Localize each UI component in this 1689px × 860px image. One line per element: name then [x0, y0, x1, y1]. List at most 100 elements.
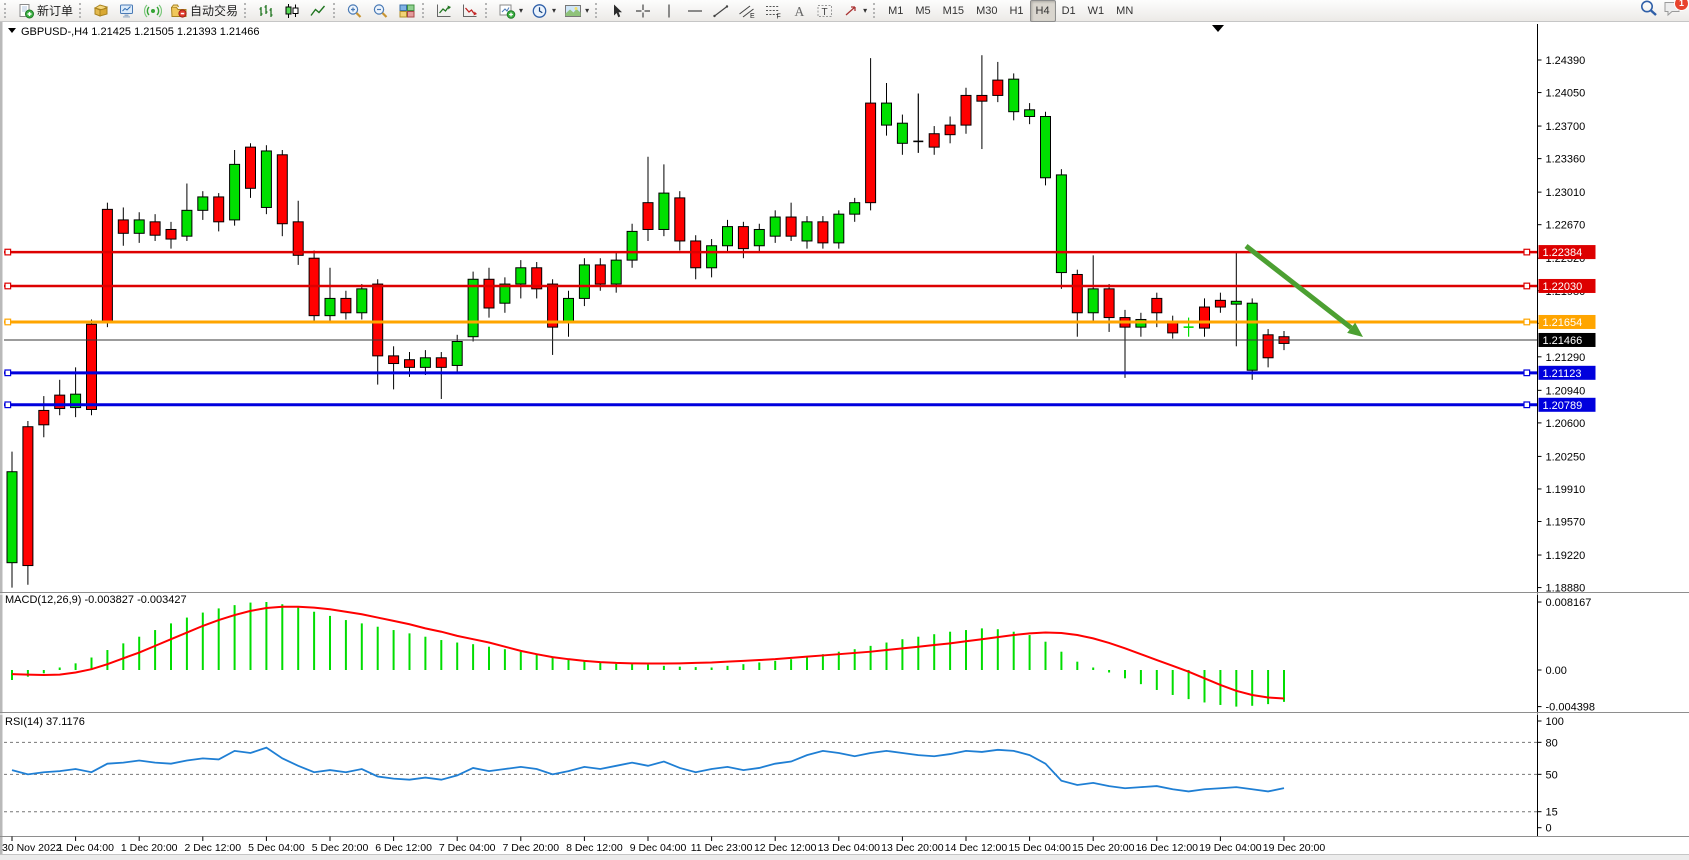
crosshair-button[interactable]: [630, 0, 656, 22]
tf-h1[interactable]: H1: [1003, 0, 1029, 22]
monitor-icon: [118, 3, 136, 19]
tf-m1[interactable]: M1: [882, 0, 909, 22]
dropdown-caret-icon[interactable]: ▾: [585, 6, 590, 15]
tf-m30[interactable]: M30: [970, 0, 1003, 22]
label-button[interactable]: T: [812, 0, 838, 22]
tile-windows-button[interactable]: [394, 0, 420, 22]
trend-arrow[interactable]: [1244, 244, 1363, 337]
period-button[interactable]: ▾: [527, 0, 560, 22]
vertical-line-button[interactable]: [656, 0, 682, 22]
chart-forward-button[interactable]: [431, 0, 457, 22]
shapes-button[interactable]: ▾: [838, 0, 871, 22]
toolbar-group-panels: 自动交易: [88, 0, 242, 22]
tile-icon: [398, 3, 416, 19]
price-line-1.22384[interactable]: [4, 248, 1538, 256]
shift-marker-icon[interactable]: [1212, 25, 1224, 32]
svg-text:1.23010: 1.23010: [1546, 187, 1586, 199]
price-line-1.20789[interactable]: [4, 401, 1538, 409]
svg-text:15 Dec 20:00: 15 Dec 20:00: [1072, 842, 1135, 854]
auto-trading-button[interactable]: 自动交易: [166, 0, 242, 22]
price-line-1.21654[interactable]: [4, 318, 1538, 326]
cursor-icon: [608, 3, 626, 19]
svg-text:1.23360: 1.23360: [1546, 154, 1586, 166]
svg-text:T: T: [822, 7, 828, 18]
toolbar-grip: [79, 3, 85, 18]
tf-mn[interactable]: MN: [1110, 0, 1139, 22]
tf-d1-label: D1: [1061, 4, 1076, 17]
line-handle[interactable]: [4, 248, 12, 256]
signal-icon: [144, 3, 163, 19]
channel-icon: E: [738, 3, 756, 19]
macd-indicator: 0.008167 0.00 -0.004398: [11, 597, 1595, 714]
svg-text:7 Dec 04:00: 7 Dec 04:00: [439, 842, 496, 854]
svg-text:1.19570: 1.19570: [1546, 517, 1586, 529]
text-button[interactable]: A: [786, 0, 812, 22]
svg-text:1.24390: 1.24390: [1546, 55, 1586, 67]
svg-text:1.22030: 1.22030: [1543, 281, 1583, 293]
notifications-button[interactable]: 1: [1663, 0, 1689, 22]
rsi-label: RSI(14) 37.1176: [5, 716, 85, 728]
chart-menu-icon[interactable]: [8, 28, 16, 33]
new-chart-button[interactable]: ▾: [494, 0, 527, 22]
tf-m15[interactable]: M15: [937, 0, 970, 22]
market-watch-button[interactable]: [88, 0, 114, 22]
svg-text:1.20250: 1.20250: [1546, 451, 1586, 463]
signals-button[interactable]: [140, 0, 166, 22]
line-handle[interactable]: [1523, 401, 1531, 409]
svg-text:1.21466: 1.21466: [1543, 335, 1583, 347]
toolbar-group-zoom: [342, 0, 420, 22]
line-handle[interactable]: [1523, 248, 1531, 256]
tf-h1-label: H1: [1009, 4, 1024, 17]
chart-back-button[interactable]: [457, 0, 483, 22]
template-button[interactable]: ▾: [560, 0, 593, 22]
price-line-1.21123[interactable]: [4, 369, 1538, 377]
line-handle[interactable]: [1523, 318, 1531, 326]
search-button[interactable]: [1639, 0, 1659, 22]
toolbar-grip: [422, 3, 428, 18]
price-line-axis-label: [1538, 314, 1596, 329]
channel-button[interactable]: E: [734, 0, 760, 22]
toolbar-group-arrange: [431, 0, 483, 22]
price-line-1.22030[interactable]: [4, 282, 1538, 290]
fibonacci-button[interactable]: F: [760, 0, 786, 22]
line-handle[interactable]: [4, 369, 12, 377]
svg-text:11 Dec 23:00: 11 Dec 23:00: [691, 842, 753, 854]
horizontal-line-button[interactable]: [682, 0, 708, 22]
zoom-out-button[interactable]: [368, 0, 394, 22]
new-order-button[interactable]: 新订单: [13, 0, 77, 22]
tf-m5[interactable]: M5: [909, 0, 936, 22]
line-handle[interactable]: [1523, 369, 1531, 377]
svg-text:1.21123: 1.21123: [1543, 368, 1582, 380]
line-chart-icon: [309, 3, 327, 19]
rsi-indicator: 100 80 50 15 0: [4, 716, 1564, 835]
toolbar-grip: [333, 3, 339, 18]
price-axis[interactable]: 1.24390 1.24050 1.23700 1.23360 1.23010 1.226…: [1537, 24, 1596, 836]
trendline-button[interactable]: [708, 0, 734, 22]
svg-text:F: F: [777, 13, 781, 19]
svg-text:15: 15: [1546, 807, 1558, 819]
vline-icon: [660, 3, 678, 19]
tf-d1[interactable]: D1: [1056, 0, 1082, 22]
line-handle[interactable]: [1523, 282, 1531, 290]
toolbar-group-line-studies: E F A T ▾: [604, 0, 871, 22]
tf-h4[interactable]: H4: [1029, 0, 1056, 22]
data-window-button[interactable]: [114, 0, 140, 22]
cursor-button[interactable]: [604, 0, 630, 22]
dropdown-caret-icon[interactable]: ▾: [519, 6, 524, 15]
toolbar-grip: [244, 3, 250, 18]
line-handle[interactable]: [4, 401, 12, 409]
price-line-axis-label: [1538, 397, 1596, 412]
dropdown-caret-icon[interactable]: ▾: [552, 6, 557, 15]
line-handle[interactable]: [4, 282, 12, 290]
zoom-in-button[interactable]: [342, 0, 368, 22]
bar-chart-button[interactable]: [253, 0, 279, 22]
svg-text:1.18880: 1.18880: [1546, 583, 1586, 595]
line-chart-button[interactable]: [305, 0, 331, 22]
candle-chart-button[interactable]: [279, 0, 305, 22]
tf-w1[interactable]: W1: [1082, 0, 1111, 22]
line-handle[interactable]: [4, 318, 12, 326]
svg-text:1.20789: 1.20789: [1543, 400, 1583, 412]
dropdown-caret-icon[interactable]: ▾: [863, 6, 868, 15]
clock-icon: [531, 3, 549, 19]
